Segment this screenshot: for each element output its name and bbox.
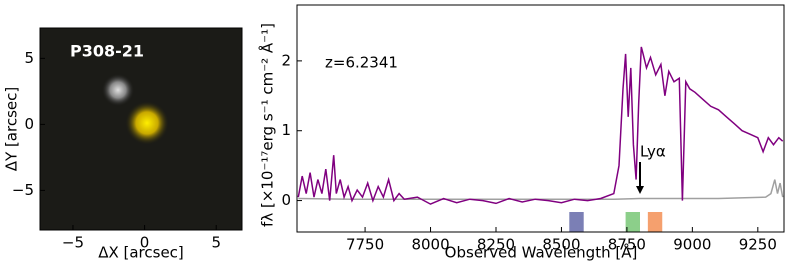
x-tick-label: 7750 [346,236,384,254]
y-tick-label: 2 [281,51,291,69]
quasar-source [125,101,169,145]
filter-band [569,212,584,232]
x-axis-label: ΔX [arcsec] [98,244,184,262]
filter-band [647,212,663,232]
y-tick-label: 5 [24,49,34,67]
line-label: Lyα [640,143,666,161]
y-tick-label: 1 [281,121,291,139]
y-tick-label: 0 [24,115,34,133]
x-tick-label: 5 [211,234,221,252]
x-tick-label: 8000 [411,236,449,254]
x-tick-label: 8250 [477,236,515,254]
y-axis-label: fλ [×10⁻¹⁷erg s⁻¹ cm⁻² Å⁻¹] [258,23,277,227]
companion-source [102,74,134,106]
x-tick-label: 9250 [739,236,777,254]
x-tick-label: −5 [62,234,84,252]
x-axis-label: Observed Wavelength [Å] [445,243,638,262]
x-tick-label: 8750 [608,236,646,254]
x-tick-label: 8500 [542,236,580,254]
x-tick-label: 9000 [673,236,711,254]
redshift-annotation: z=6.2341 [325,54,398,72]
spectrum-flux [297,46,784,205]
image-frame [39,27,243,231]
y-tick-label: 0 [281,191,291,209]
filter-band [625,212,640,232]
y-axis-label: ΔY [arcsec] [3,87,21,171]
y-tick-label: −5 [12,181,34,199]
x-tick-label: 0 [140,234,150,252]
arrow-head [636,186,644,194]
image-label: P308-21 [70,42,144,61]
spectrum-frame [296,4,785,233]
